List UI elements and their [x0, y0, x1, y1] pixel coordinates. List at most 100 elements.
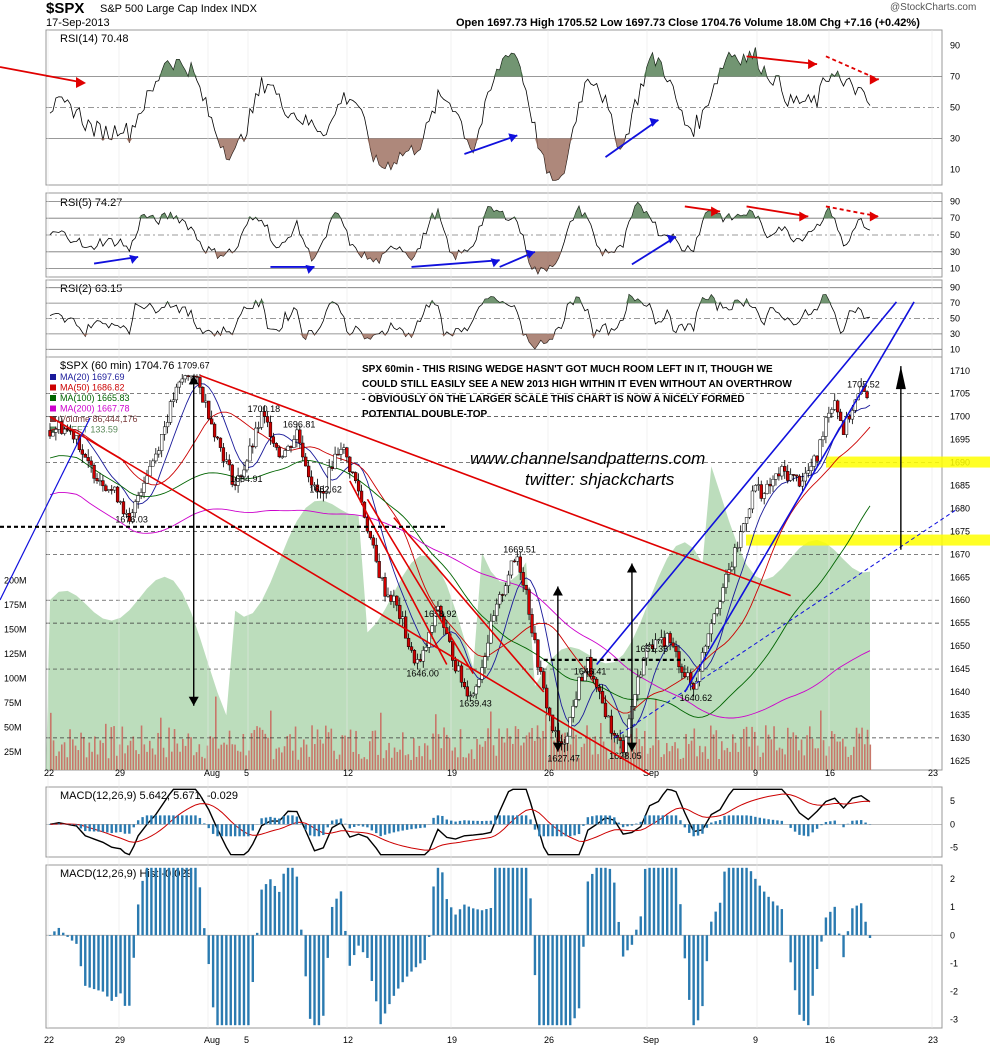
candle-body [589, 657, 593, 677]
volume-bar [506, 728, 509, 770]
volume-bar [666, 743, 668, 770]
candle-body [415, 659, 420, 664]
measure-arrow-tail [188, 375, 199, 385]
volume-bar [660, 757, 663, 770]
candle-body [265, 416, 270, 423]
histogram-bar [472, 908, 475, 936]
histogram-bar [573, 935, 576, 1019]
candle-body [697, 670, 702, 682]
histogram-bar [286, 867, 290, 936]
red-trendline [393, 517, 545, 693]
volume-bar [756, 745, 759, 770]
volume-bar [732, 734, 734, 770]
histogram-bar [524, 867, 528, 936]
histogram-bar [405, 935, 409, 977]
volume-bar [473, 758, 476, 770]
candle-body [453, 660, 458, 672]
histogram-bar [802, 935, 806, 1021]
histogram-bar [238, 935, 241, 1026]
volume-bar [162, 747, 165, 770]
macd-histogram-bar [172, 815, 175, 825]
candle-body [791, 474, 796, 476]
y-tick-label: 70 [950, 213, 960, 223]
highlight-zones [746, 456, 990, 546]
candle-body [750, 490, 755, 510]
macd-histogram-bar [793, 824, 797, 832]
candle-body [736, 547, 740, 549]
candle-body [797, 475, 802, 487]
trend-annotations [0, 55, 959, 776]
macd-histogram-bar [198, 817, 202, 825]
macd-histogram-bar [383, 824, 387, 835]
volume-bar [668, 751, 671, 770]
histogram-bar [229, 935, 232, 1026]
volume-bar [127, 745, 129, 770]
macd-histogram-bar [604, 815, 607, 825]
rsi14-title: RSI(14) 70.48 [60, 33, 128, 45]
histogram-bar [643, 868, 647, 936]
macd-histogram-bar [313, 824, 316, 837]
histogram-bar [84, 935, 87, 986]
volume-bar [176, 743, 179, 770]
candle-body [195, 375, 199, 378]
rsi2-title: RSI(2) 63.15 [60, 283, 122, 295]
volume-bar [525, 735, 528, 770]
macd-histogram-bar [220, 824, 224, 837]
y-tick-label: 30 [950, 134, 960, 144]
rsi-blue-arrow-head [649, 117, 659, 127]
volume-bar [237, 750, 239, 770]
volume-bar [688, 744, 690, 770]
x-tick-label: 23 [928, 768, 938, 778]
volume-bar [484, 741, 487, 770]
histogram-bar [339, 891, 343, 936]
volume-bar [800, 739, 803, 770]
volume-bar [545, 714, 547, 770]
volume-bar [286, 735, 289, 770]
candle-body [565, 735, 569, 744]
volume-bar [74, 745, 77, 770]
volume-bar [638, 739, 641, 770]
macd-histogram-bar [159, 815, 162, 825]
histogram-bar [366, 935, 369, 958]
volume-bar [644, 730, 646, 770]
volume-bar [833, 733, 836, 770]
volume-bar [50, 712, 52, 770]
volume-bar [220, 744, 223, 770]
macd-histogram-bar [229, 824, 232, 837]
candle-body [715, 608, 719, 615]
candle-body [465, 686, 469, 697]
candle-body [683, 672, 687, 678]
volume-bar [391, 757, 393, 770]
macd-histogram-bar [776, 820, 779, 825]
y-axes: 1030507090103050709010305070901625163016… [4, 41, 970, 1025]
candle-body [309, 476, 314, 486]
macd-histogram-bar [304, 824, 307, 830]
histogram-bar [101, 935, 105, 992]
histogram-bar [740, 867, 744, 936]
macd-histogram-bar [811, 824, 814, 833]
candle-body [694, 681, 699, 690]
volume-bar [80, 732, 82, 770]
histogram-bar [639, 916, 642, 936]
histogram-bar [480, 910, 484, 936]
volume-bar [179, 751, 181, 770]
legend-label: MA(200) 1667.78 [60, 404, 130, 414]
rsi-red-arrow-head [711, 206, 721, 217]
histogram-bar [815, 935, 819, 970]
volume-bar [754, 731, 756, 770]
y-tick-label: 1680 [950, 503, 970, 513]
macd-histogram-bar [454, 821, 457, 825]
candle-body [292, 439, 296, 448]
rsi-blue-arrow [464, 134, 518, 155]
macd-histogram-bar [48, 824, 52, 825]
x-tick-label: 22 [44, 768, 54, 778]
macd-histogram-bar [141, 817, 144, 825]
candle-body [451, 641, 455, 661]
histogram-bar [304, 935, 307, 977]
candle-body [477, 679, 481, 687]
legend-label: Volume 86,444,176 [60, 414, 138, 424]
volume-bar [171, 751, 173, 770]
xeft-area-fill [46, 466, 870, 770]
histogram-bar [696, 935, 700, 1021]
candle-body [365, 517, 370, 532]
